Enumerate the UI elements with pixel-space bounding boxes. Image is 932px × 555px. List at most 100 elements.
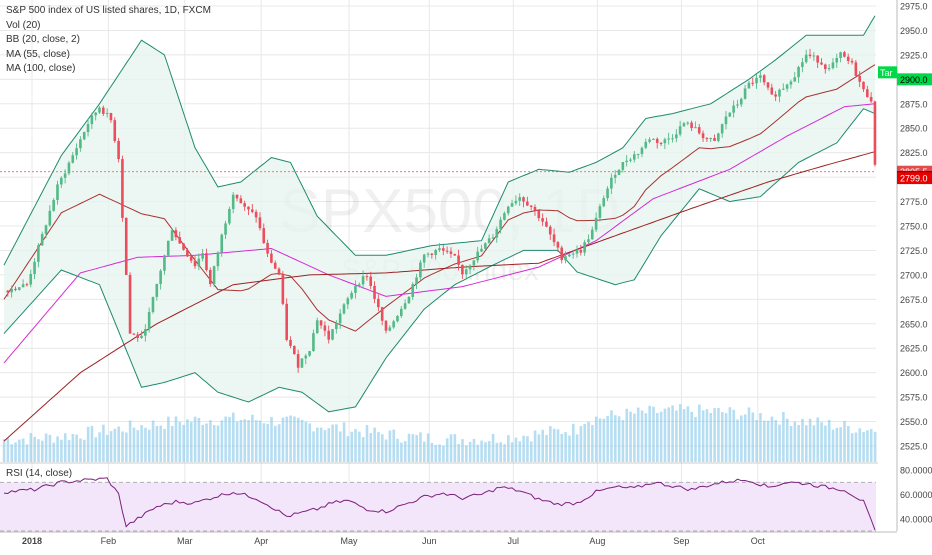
candle-body[interactable]: [728, 112, 732, 117]
candle-body[interactable]: [6, 290, 10, 293]
candle-body[interactable]: [491, 237, 495, 239]
candle-body[interactable]: [659, 142, 663, 144]
candle-body[interactable]: [686, 122, 690, 124]
candle-body[interactable]: [484, 243, 487, 249]
candle-body[interactable]: [323, 325, 327, 331]
candle-body[interactable]: [109, 113, 113, 121]
rsi-legend[interactable]: RSI (14, close): [6, 468, 73, 479]
candle-body[interactable]: [556, 242, 560, 248]
candle-body[interactable]: [338, 313, 342, 324]
legend-ma100[interactable]: MA (100, close): [6, 63, 76, 74]
candle-body[interactable]: [793, 77, 797, 82]
candle-body[interactable]: [846, 56, 850, 61]
bollinger-lower-line[interactable]: [3, 108, 876, 413]
candle-body[interactable]: [862, 81, 865, 90]
candle-body[interactable]: [113, 120, 117, 141]
candle-body[interactable]: [602, 198, 606, 207]
candle-body[interactable]: [804, 54, 808, 63]
candle-body[interactable]: [824, 64, 827, 70]
candle-body[interactable]: [449, 251, 453, 254]
candle-body[interactable]: [644, 141, 648, 148]
candle-body[interactable]: [124, 217, 128, 275]
candle-body[interactable]: [789, 81, 793, 85]
candle-body[interactable]: [346, 298, 350, 305]
candle-body[interactable]: [667, 138, 670, 140]
candle-body[interactable]: [40, 234, 44, 246]
candle-body[interactable]: [136, 334, 139, 338]
candle-body[interactable]: [655, 138, 659, 143]
candle-body[interactable]: [189, 256, 193, 261]
candle-body[interactable]: [208, 269, 212, 284]
candle-body[interactable]: [384, 320, 388, 331]
candle-body[interactable]: [701, 133, 705, 139]
candle-body[interactable]: [552, 234, 556, 243]
candle-body[interactable]: [518, 197, 521, 201]
candle-body[interactable]: [560, 247, 564, 261]
candle-body[interactable]: [319, 320, 323, 326]
candle-body[interactable]: [537, 210, 541, 219]
candle-body[interactable]: [262, 228, 266, 243]
candle-body[interactable]: [613, 174, 617, 178]
candle-body[interactable]: [717, 133, 720, 141]
candle-body[interactable]: [564, 256, 567, 261]
candle-body[interactable]: [411, 284, 415, 297]
candle-body[interactable]: [774, 94, 777, 97]
candle-body[interactable]: [365, 276, 369, 278]
candle-body[interactable]: [453, 253, 457, 256]
candle-body[interactable]: [801, 62, 804, 67]
candle-body[interactable]: [430, 253, 434, 255]
candle-body[interactable]: [820, 62, 823, 65]
candle-body[interactable]: [285, 303, 288, 340]
candle-body[interactable]: [533, 206, 537, 211]
candle-body[interactable]: [296, 354, 300, 368]
candle-body[interactable]: [785, 84, 789, 89]
candle-body[interactable]: [705, 138, 709, 140]
candle-body[interactable]: [289, 339, 292, 346]
candle-body[interactable]: [633, 154, 636, 160]
candle-body[interactable]: [522, 197, 525, 202]
candle-body[interactable]: [75, 148, 78, 156]
candle-body[interactable]: [568, 254, 571, 257]
candle-body[interactable]: [63, 173, 67, 178]
candle-body[interactable]: [575, 249, 579, 254]
candle-body[interactable]: [56, 184, 59, 200]
candle-body[interactable]: [694, 127, 697, 129]
candle-body[interactable]: [866, 89, 869, 97]
candle-body[interactable]: [357, 284, 361, 286]
candle-body[interactable]: [617, 169, 621, 175]
candle-body[interactable]: [442, 248, 445, 251]
candle-body[interactable]: [671, 138, 674, 140]
candle-body[interactable]: [816, 55, 819, 63]
candle-body[interactable]: [52, 199, 55, 211]
candle-body[interactable]: [17, 287, 21, 290]
candle-body[interactable]: [545, 221, 548, 227]
candle-body[interactable]: [94, 112, 97, 116]
candle-body[interactable]: [854, 62, 858, 76]
candle-body[interactable]: [170, 230, 174, 241]
candle-body[interactable]: [361, 276, 365, 285]
candle-body[interactable]: [151, 296, 155, 312]
candle-body[interactable]: [590, 229, 594, 240]
legend-vol[interactable]: Vol (20): [6, 19, 41, 31]
candle-body[interactable]: [682, 123, 686, 127]
candle-body[interactable]: [220, 234, 224, 253]
candle-body[interactable]: [606, 188, 609, 199]
candle-body[interactable]: [224, 223, 227, 235]
candle-body[interactable]: [751, 82, 755, 84]
candle-body[interactable]: [201, 253, 204, 259]
candle-body[interactable]: [697, 127, 701, 134]
candle-body[interactable]: [506, 206, 510, 214]
candle-body[interactable]: [335, 323, 338, 330]
candle-body[interactable]: [587, 239, 590, 243]
candle-body[interactable]: [388, 327, 392, 331]
candle-body[interactable]: [850, 60, 854, 63]
candle-body[interactable]: [193, 260, 197, 267]
candle-body[interactable]: [147, 311, 151, 330]
candle-body[interactable]: [293, 345, 296, 355]
candle-body[interactable]: [720, 124, 724, 134]
candle-body[interactable]: [541, 218, 544, 222]
candle-body[interactable]: [583, 242, 586, 253]
candle-body[interactable]: [266, 242, 269, 254]
candle-body[interactable]: [770, 87, 774, 95]
